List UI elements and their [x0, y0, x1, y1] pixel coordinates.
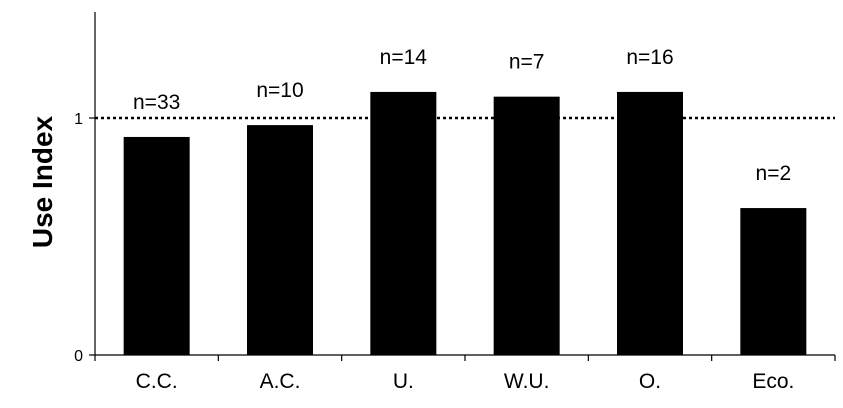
sample-size-label: n=7: [509, 51, 545, 74]
bar-2: [370, 91, 437, 356]
x-tick-label: Eco.: [752, 370, 794, 393]
bar-3: [493, 96, 560, 356]
sample-size-label: n=2: [756, 162, 792, 185]
y-axis-title: Use Index: [27, 115, 58, 248]
sample-size-label: n=16: [626, 46, 673, 69]
sample-size-label: n=10: [256, 79, 303, 102]
x-tick-label: A.C.: [260, 370, 301, 393]
x-tick-label: U.: [393, 370, 414, 393]
sample-size-label: n=33: [133, 91, 180, 114]
x-tick-label: C.C.: [136, 370, 178, 393]
x-tick-label: W.U.: [504, 370, 550, 393]
bar-0: [123, 136, 190, 355]
sample-size-label: n=14: [380, 46, 428, 69]
y-tick-label: 0: [74, 348, 83, 365]
y-tick-label: 1: [74, 111, 83, 128]
x-tick-label: O.: [639, 370, 661, 393]
bar-5: [740, 208, 807, 355]
bar-1: [247, 125, 313, 355]
bar-4: [617, 91, 683, 356]
